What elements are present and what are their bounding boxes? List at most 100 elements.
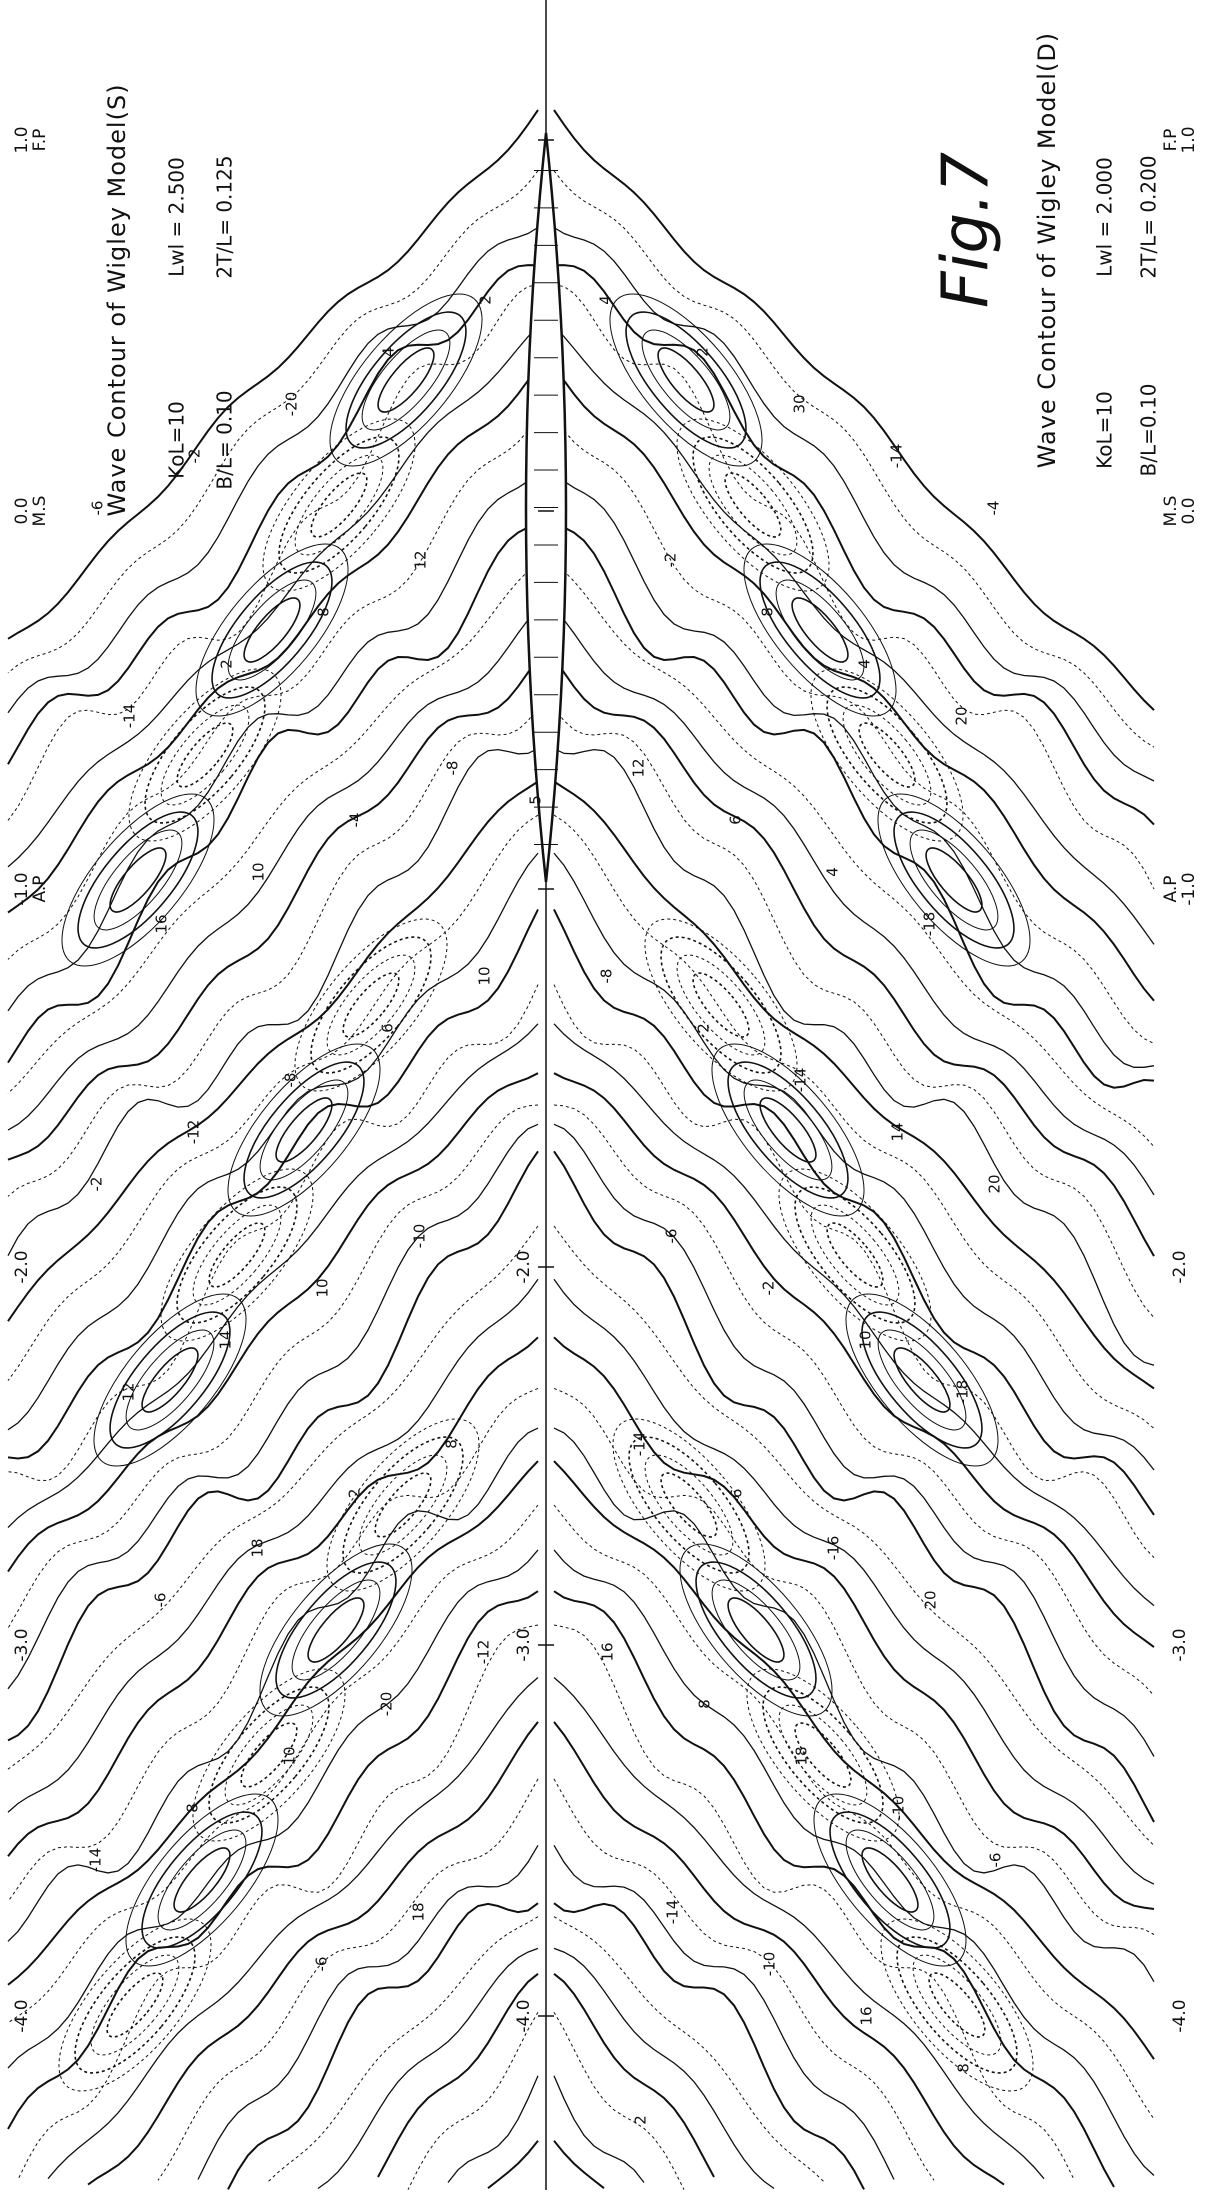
station-label: F.P — [30, 129, 50, 152]
station-label: 0.0 — [1179, 497, 1199, 524]
contour-label: -6 — [663, 1229, 681, 1244]
figure-label: Fig.7 — [930, 152, 1004, 309]
station-label: -3.0 — [514, 1628, 534, 1661]
station-label: A.P — [30, 876, 50, 903]
station-label: M.S — [1161, 496, 1181, 527]
contour-label: 4 — [824, 867, 842, 877]
contour-label: 20 — [986, 1174, 1004, 1193]
contour-label: 8 — [955, 2063, 973, 2073]
contour-label: 18 — [410, 1902, 428, 1921]
contour-label: -14 — [792, 1068, 810, 1093]
contour-label: -12 — [475, 1640, 493, 1665]
contour-label: -2 — [88, 1177, 106, 1192]
parameter: Lwl = 2.000 — [1093, 157, 1117, 277]
panel-title: Wave Contour of Wigley Model(D) — [1033, 32, 1061, 468]
station-label: 1.0 — [1179, 126, 1199, 153]
contour-label: 16 — [858, 2006, 876, 2025]
contour-label: -20 — [378, 1692, 396, 1717]
contour-label: 6 — [379, 1023, 397, 1033]
contour-label: -10 — [411, 1224, 429, 1249]
contour-label: 14 — [217, 1330, 235, 1349]
contour-label: -14 — [631, 1432, 649, 1457]
contour-label: 8 — [315, 607, 333, 617]
contour-label: 8 — [184, 1803, 202, 1813]
contour-label: 10 — [476, 966, 494, 985]
contour-label: 16 — [153, 914, 171, 933]
contour-label: 10 — [281, 1746, 299, 1765]
contour-label: -2 — [760, 1281, 778, 1296]
contour-label: 8 — [759, 607, 777, 617]
contour-label: 12 — [630, 758, 648, 777]
panel-title: Wave Contour of Wigley Model(S) — [103, 83, 131, 516]
contour-label: 8 — [443, 1439, 461, 1449]
parameter: Lwl = 2.500 — [165, 157, 189, 277]
contour-label: 2 — [218, 659, 236, 669]
contour-label: -14 — [888, 444, 906, 469]
parameter: 2T/L= 0.125 — [213, 155, 237, 278]
station-label: F.P — [1161, 129, 1181, 152]
station-label: -4.0 — [1170, 1999, 1190, 2032]
contour-label: 12 — [120, 1382, 138, 1401]
contour-label: -8 — [444, 761, 462, 776]
contour-label: -20 — [283, 392, 301, 417]
contour-label: -2 — [662, 553, 680, 568]
contour-label: 2 — [632, 2115, 650, 2125]
contour-label: -4 — [985, 501, 1003, 516]
contour-label: -18 — [954, 1380, 972, 1405]
contour-label: -6 — [152, 1593, 170, 1608]
contour-label: -8 — [282, 1073, 300, 1088]
contour-label: -2 — [186, 449, 204, 464]
station-label: -1.0 — [1179, 872, 1199, 905]
contour-label: -6 — [313, 1957, 331, 1972]
contour-label: -4 — [347, 813, 365, 828]
parameter: B/L= 0.10 — [213, 390, 237, 489]
contour-label: -10 — [761, 1952, 779, 1977]
contour-label: 20 — [922, 1590, 940, 1609]
parameter: KoL=10 — [1093, 391, 1117, 469]
contour-label: 2 — [477, 295, 495, 305]
contour-label: 4 — [856, 659, 874, 669]
station-label: -2.0 — [1170, 1250, 1190, 1283]
contour-label: 12 — [412, 550, 430, 569]
station-label: 1.0 — [12, 126, 32, 153]
station-label: -3.0 — [1170, 1628, 1190, 1661]
station-label: -3.0 — [12, 1628, 32, 1661]
station-label: -4.0 — [514, 1999, 534, 2032]
contour-label: -16 — [825, 1536, 843, 1561]
contour-label: 16 — [599, 1642, 617, 1661]
page: { "left_panel": { "title": "Wave Contour… — [0, 0, 1223, 2190]
station-label: -2.0 — [514, 1250, 534, 1283]
contour-label: 30 — [791, 394, 809, 413]
figure: 5 Fig.7 Wave Contour of Wigley Model(S) L… — [0, 0, 1223, 2190]
contour-label: 6 — [727, 815, 745, 825]
contour-label: 14 — [889, 1122, 907, 1141]
contour-label: 18 — [793, 1746, 811, 1765]
contour-label: 4 — [380, 347, 398, 357]
contour-label: -18 — [921, 912, 939, 937]
contour-label: 10 — [857, 1330, 875, 1349]
station-label: M.S — [30, 496, 50, 527]
station-label: -4.0 — [12, 1999, 32, 2032]
contour-label: -14 — [121, 704, 139, 729]
contour-label: 2 — [694, 347, 712, 357]
contour-label: 2 — [695, 1023, 713, 1033]
contour-label: -10 — [890, 1796, 908, 1821]
contour-label: 8 — [696, 1699, 714, 1709]
station-label: -2.0 — [12, 1250, 32, 1283]
station-label: A.P — [1161, 876, 1181, 903]
contour-label: -6 — [987, 1853, 1005, 1868]
parameter: 2T/L= 0.200 — [1137, 155, 1161, 278]
contour-label: 4 — [597, 295, 615, 305]
hull-label: 5 — [527, 795, 545, 805]
parameter: B/L=0.10 — [1137, 384, 1161, 477]
contour-label: -14 — [664, 1900, 682, 1925]
contour-label: -8 — [598, 969, 616, 984]
contour-label: 10 — [314, 1278, 332, 1297]
contour-label: 18 — [249, 1538, 267, 1557]
contour-label: -6 — [89, 501, 107, 516]
contour-label: 20 — [953, 706, 971, 725]
contour-label: 10 — [250, 862, 268, 881]
parameter: KoL=10 — [165, 401, 189, 479]
station-label: -1.0 — [12, 872, 32, 905]
contour-label: -2 — [346, 1489, 364, 1504]
